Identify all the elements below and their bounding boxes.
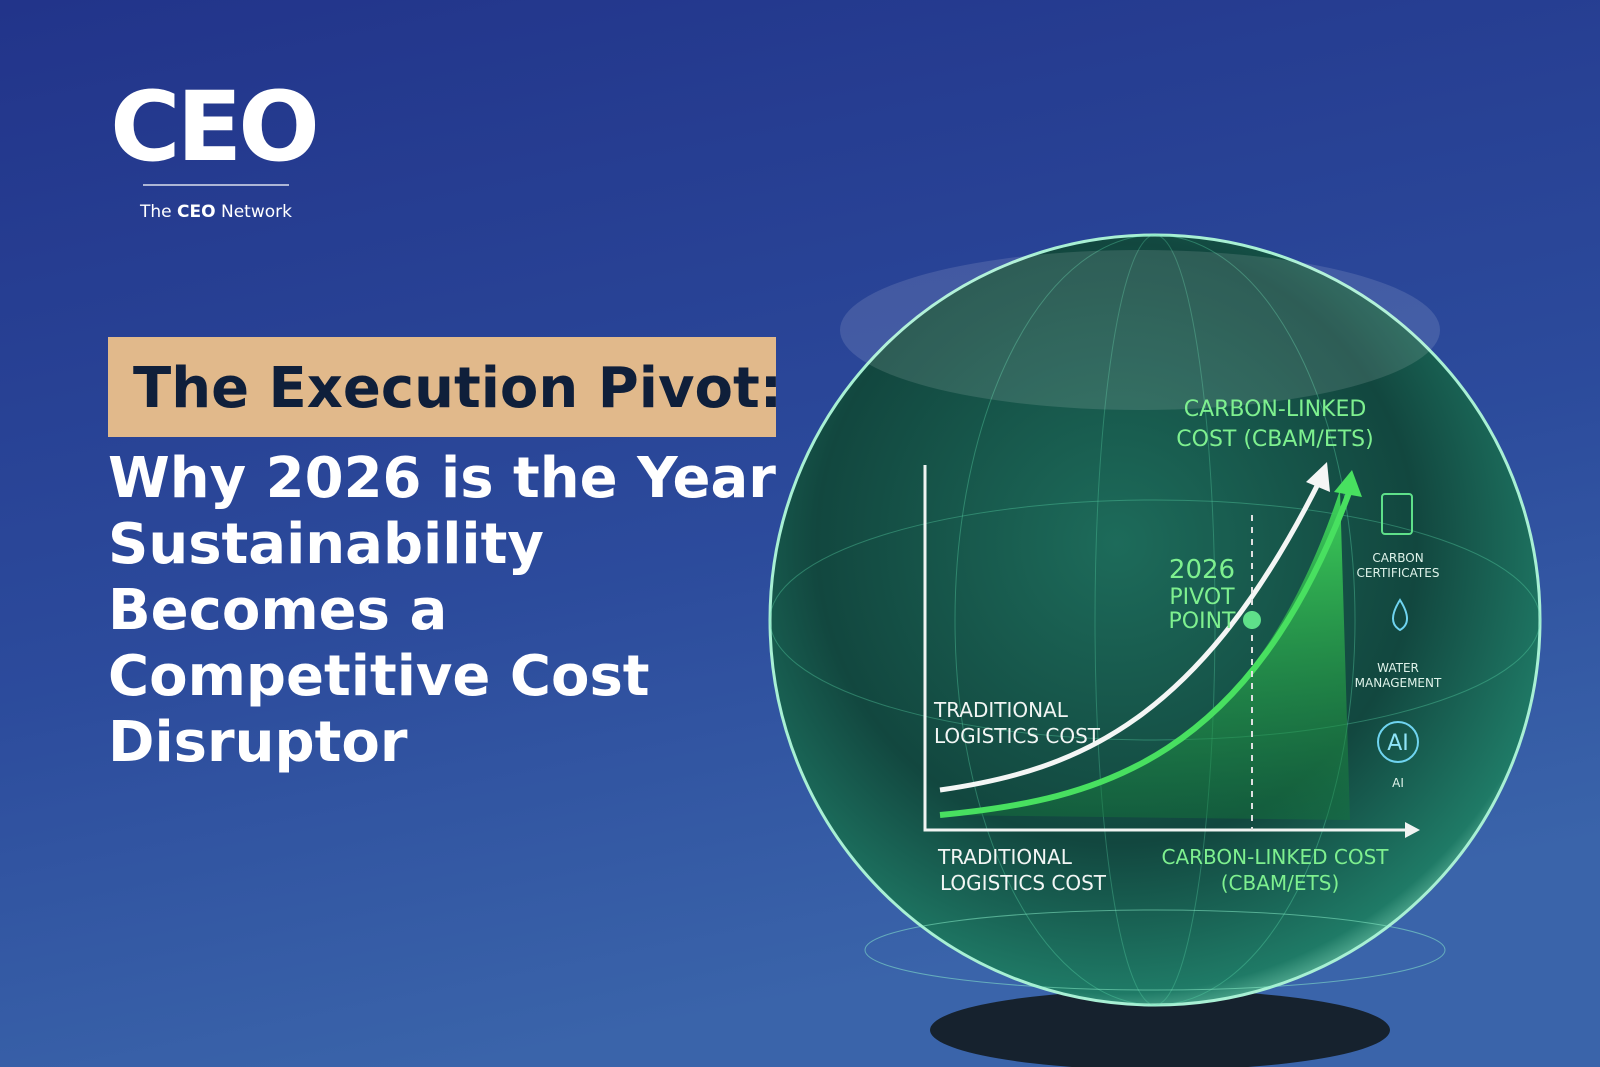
ai-icon <box>1377 721 1419 763</box>
globe <box>768 233 1542 1067</box>
pivot-label: 2026 <box>1169 555 1235 585</box>
pivot-label: PIVOT <box>1169 585 1235 610</box>
globe-grid <box>954 234 1356 1006</box>
headline-highlight: The Execution Pivot: <box>133 356 782 421</box>
ai-symbol: AI <box>1387 731 1409 756</box>
globe-grid <box>769 499 1541 741</box>
headline-line: Sustainability <box>108 512 544 577</box>
icon-label: CARBON <box>1372 551 1423 565</box>
axis-arrow <box>1405 822 1420 838</box>
icon-label: WATER <box>1377 661 1419 675</box>
axis-label: TRADITIONAL <box>937 845 1073 869</box>
axis-label: CARBON-LINKED COST <box>1162 845 1390 869</box>
headline-line: Disruptor <box>108 710 408 775</box>
logo-tagline: The CEO Network <box>139 202 292 222</box>
curve-arrow <box>1334 470 1362 497</box>
logo-mark: CEO <box>110 71 316 183</box>
curve-label: LOGISTICS COST <box>934 724 1101 748</box>
curve-label: CARBON-LINKED <box>1184 397 1367 422</box>
tagline-suffix: Network <box>221 202 292 222</box>
globe-highlight <box>840 250 1440 410</box>
icon-label: AI <box>1392 776 1404 790</box>
axis-label: LOGISTICS COST <box>940 871 1107 895</box>
chart-axes <box>923 465 1405 832</box>
tagline-bold: CEO <box>177 202 216 222</box>
icon-label: MANAGEMENT <box>1355 676 1442 690</box>
certificate-icon <box>1381 493 1413 535</box>
white-curve <box>939 478 1323 793</box>
green-area <box>940 490 1350 820</box>
water-icon <box>1392 598 1408 632</box>
curve-label: COST (CBAM/ETS) <box>1176 427 1373 452</box>
highlight-box <box>108 337 776 437</box>
pivot-dot <box>1243 611 1261 629</box>
headline-line: Why 2026 is the Year <box>108 446 776 511</box>
tagline-prefix: The <box>139 202 172 222</box>
globe-grid <box>1094 234 1216 1006</box>
green-curve <box>939 488 1353 818</box>
pivot-label: POINT <box>1169 609 1237 634</box>
axis-label: (CBAM/ETS) <box>1221 871 1340 895</box>
curve-arrow <box>1306 462 1330 492</box>
icon-label: CERTIFICATES <box>1357 566 1440 580</box>
globe-grid <box>864 909 1446 991</box>
headline-line: Competitive Cost <box>108 644 650 709</box>
logo: CEO The CEO Network <box>110 71 320 222</box>
globe-base <box>930 990 1390 1067</box>
curve-label: TRADITIONAL <box>933 698 1069 722</box>
headline-line: Becomes a <box>108 578 447 643</box>
